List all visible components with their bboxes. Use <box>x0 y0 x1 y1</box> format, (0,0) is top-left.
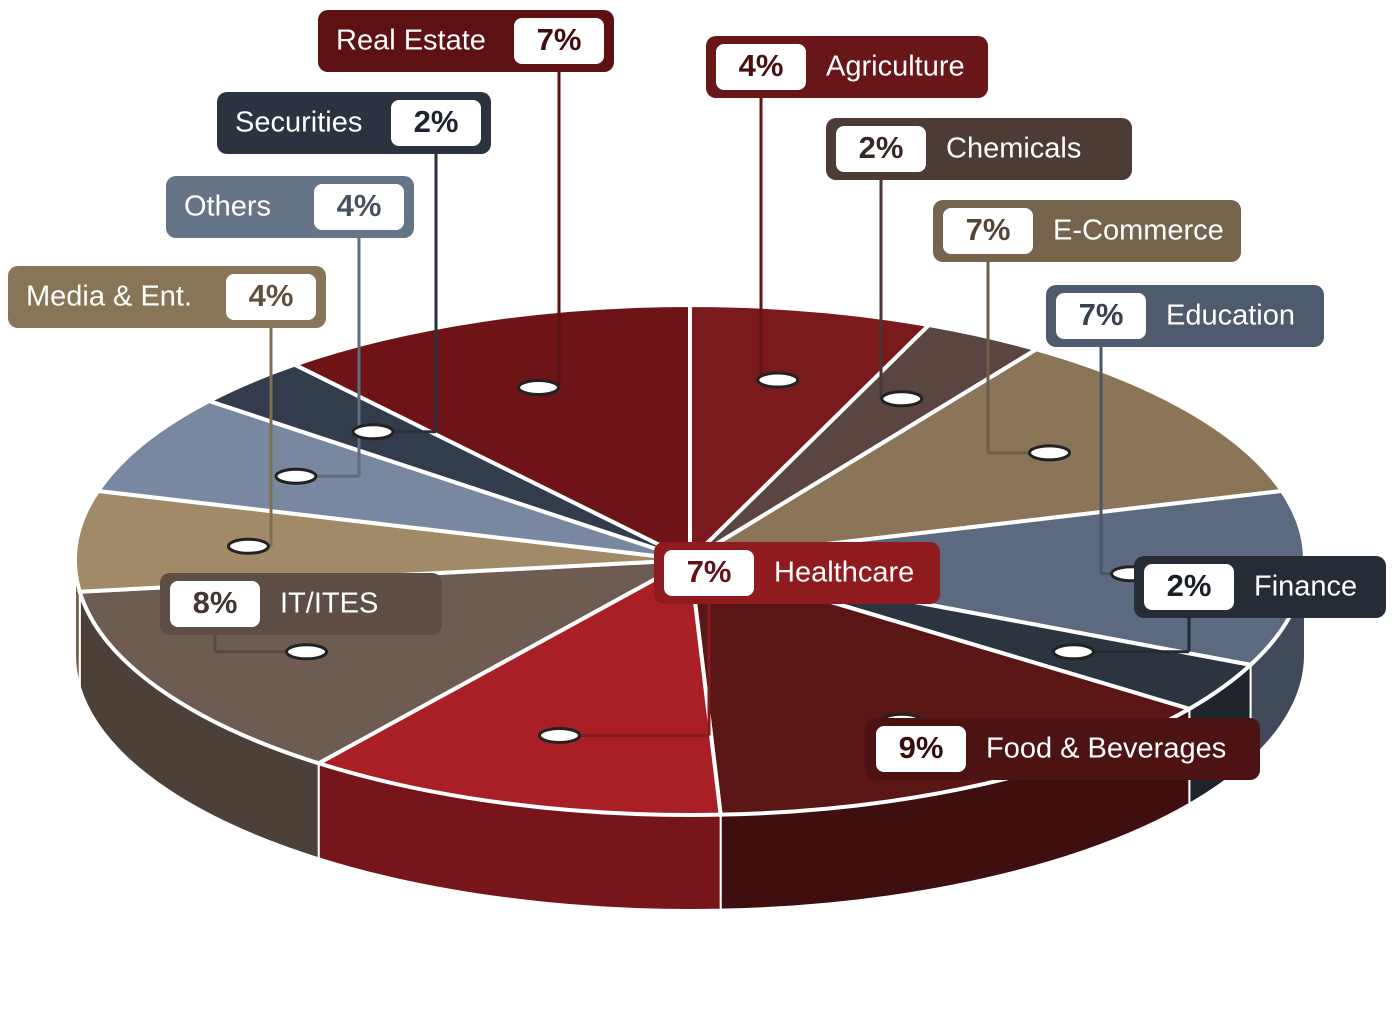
category-label: Others <box>184 191 271 223</box>
slice-label: 9% Food & Beverages <box>866 712 1260 780</box>
slice-label: 4% Others <box>166 176 414 485</box>
slice-label: 4% Agriculture <box>706 36 988 389</box>
anchor-ring <box>1028 444 1072 462</box>
anchor-ring <box>351 423 395 441</box>
percent-pill <box>391 100 481 146</box>
slice-label: 2% Finance <box>1051 556 1386 661</box>
percent-label: 7% <box>966 212 1011 247</box>
slice <box>289 302 692 564</box>
anchor-ring <box>1051 643 1095 661</box>
slice-label: 7% Healthcare <box>537 542 940 744</box>
slice-label: 2% Securities <box>217 92 491 441</box>
percent-label: 8% <box>193 585 238 620</box>
percent-pill <box>514 18 604 64</box>
percent-label: 2% <box>1167 568 1212 603</box>
slice-label: 7% Education <box>1046 285 1324 583</box>
anchor-ring <box>285 643 329 661</box>
percent-pill <box>664 550 754 596</box>
category-label: Finance <box>1254 571 1357 603</box>
slice <box>94 398 691 562</box>
percent-label: 7% <box>1079 297 1124 332</box>
category-label: Media & Ent. <box>26 281 192 313</box>
percent-label: 7% <box>537 22 582 57</box>
percent-label: 9% <box>899 730 944 765</box>
anchor-ring <box>880 390 924 408</box>
percent-pill <box>314 184 404 230</box>
percent-label: 4% <box>337 188 382 223</box>
anchor-ring <box>226 537 270 555</box>
percent-label: 7% <box>687 554 732 589</box>
category-label: Chemicals <box>946 133 1081 165</box>
anchor-ring <box>274 467 318 485</box>
percent-label: 4% <box>739 48 784 83</box>
percent-pill <box>170 581 260 627</box>
percent-pill <box>1056 293 1146 339</box>
category-label: Real Estate <box>336 25 486 57</box>
percent-pill <box>226 274 316 320</box>
percent-pill <box>1144 564 1234 610</box>
slice <box>313 556 723 817</box>
category-label: IT/ITES <box>280 588 378 620</box>
slice-label: 4% Media & Ent. <box>8 266 326 555</box>
category-label: E-Commerce <box>1053 215 1224 247</box>
slice <box>73 488 691 594</box>
slice <box>688 302 934 565</box>
category-label: Healthcare <box>774 557 914 589</box>
category-label: Food & Beverages <box>986 733 1226 765</box>
slice-label: 8% IT/ITES <box>160 573 442 661</box>
slice-label: 7% E-Commerce <box>933 200 1241 462</box>
anchor-ring <box>517 378 561 396</box>
slice-label: 2% Chemicals <box>826 118 1132 408</box>
percent-pill <box>943 208 1033 254</box>
anchor-ring <box>537 726 581 744</box>
slice-label: 7% Real Estate <box>318 10 614 396</box>
percent-label: 4% <box>249 278 294 313</box>
percent-label: 2% <box>414 104 459 139</box>
anchor-ring <box>756 371 800 389</box>
percent-pill <box>716 44 806 90</box>
category-label: Education <box>1166 300 1295 332</box>
percent-pill <box>836 126 926 172</box>
category-label: Agriculture <box>826 51 965 83</box>
percent-label: 2% <box>859 130 904 165</box>
percent-pill <box>876 726 966 772</box>
category-label: Securities <box>235 107 362 139</box>
